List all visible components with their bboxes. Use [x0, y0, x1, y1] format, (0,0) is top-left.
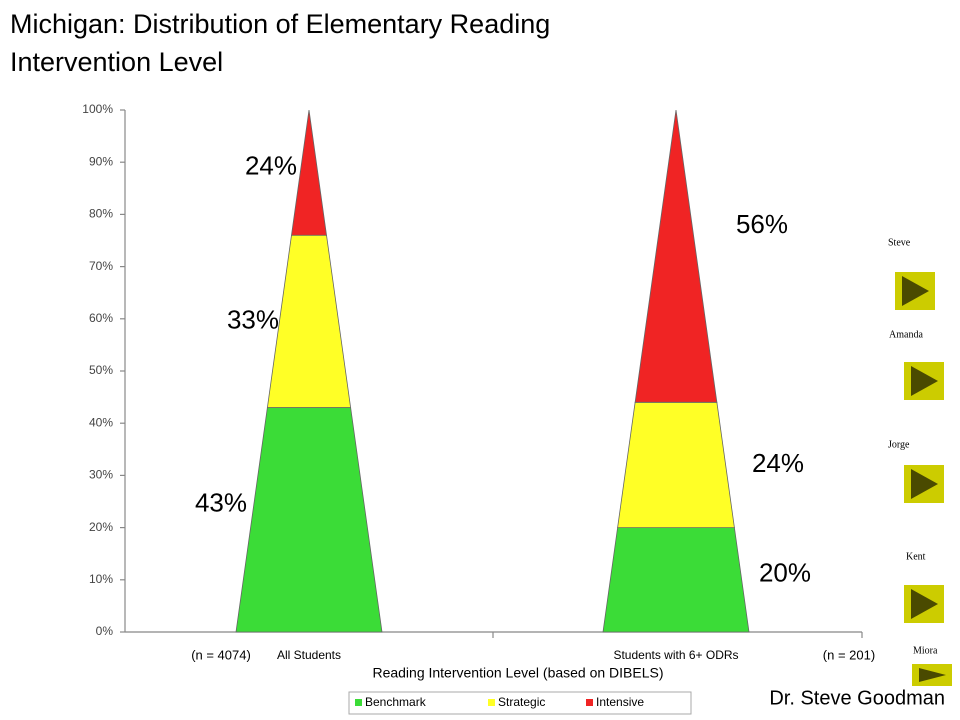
- y-tick-label: 40%: [89, 415, 113, 429]
- play-icon[interactable]: [911, 589, 938, 619]
- pyramid-segment: [291, 109, 327, 236]
- data-label: 43%: [195, 488, 247, 518]
- play-icon[interactable]: [911, 469, 938, 499]
- legend-swatch: [488, 699, 495, 706]
- legend-swatch: [586, 699, 593, 706]
- link-label[interactable]: Kent: [906, 551, 926, 562]
- legend-label: Benchmark: [365, 695, 427, 709]
- y-tick-label: 100%: [82, 102, 113, 116]
- link-label[interactable]: Steve: [888, 237, 911, 248]
- pyramid-segment: [617, 401, 735, 528]
- pyramid-segment: [602, 527, 750, 633]
- legend: [348, 691, 692, 715]
- y-tick-label: 30%: [89, 468, 113, 482]
- play-icon[interactable]: [902, 276, 929, 306]
- y-tick-label: 10%: [89, 572, 113, 586]
- legend-swatch: [355, 699, 362, 706]
- category-note: (n = 4074): [191, 647, 251, 662]
- category-note: (n = 201): [823, 647, 875, 662]
- y-tick-label: 80%: [89, 207, 113, 221]
- y-tick-label: 50%: [89, 363, 113, 377]
- y-tick-label: 70%: [89, 259, 113, 273]
- x-tick-label: All Students: [277, 648, 341, 662]
- pyramid-segment: [634, 109, 718, 403]
- y-tick-label: 60%: [89, 311, 113, 325]
- data-label: 33%: [227, 304, 279, 334]
- title-line: Michigan: Distribution of Elementary Rea…: [10, 9, 550, 77]
- link-label[interactable]: Miora: [913, 645, 938, 656]
- chart-title: Michigan: Distribution of Elementary Rea…: [10, 9, 550, 39]
- play-icon[interactable]: [911, 366, 938, 396]
- chart-title: Intervention Level: [10, 47, 223, 77]
- pyramid-segment: [266, 234, 352, 408]
- pyramid-segment: [235, 407, 383, 633]
- data-label: 24%: [752, 448, 804, 478]
- y-tick-label: 0%: [96, 624, 114, 638]
- data-label: 56%: [736, 209, 788, 239]
- data-label: 20%: [759, 558, 811, 588]
- x-axis-label: Reading Intervention Level (based on DIB…: [372, 665, 663, 681]
- legend-label: Strategic: [498, 695, 545, 709]
- y-tick-label: 20%: [89, 520, 113, 534]
- link-label[interactable]: Jorge: [888, 439, 910, 450]
- play-icon[interactable]: [919, 668, 946, 682]
- data-label: 24%: [245, 151, 297, 181]
- author: Dr. Steve Goodman: [769, 687, 945, 709]
- legend-label: Intensive: [596, 695, 644, 709]
- y-tick-label: 90%: [89, 154, 113, 168]
- link-label[interactable]: Amanda: [889, 329, 923, 340]
- x-tick-label: Students with 6+ ODRs: [613, 648, 738, 662]
